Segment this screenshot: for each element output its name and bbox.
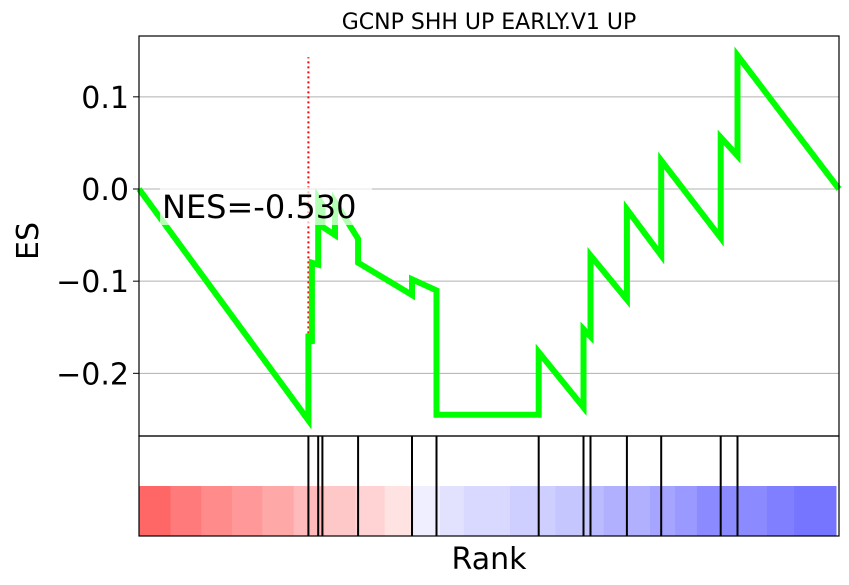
rank-color-band — [324, 486, 356, 536]
rank-color-bar — [139, 486, 837, 536]
chart-title: GCNP SHH UP EARLY.V1 UP — [342, 10, 637, 35]
rank-color-band — [794, 486, 837, 536]
nes-annotation: NES=-0.530 — [162, 188, 356, 226]
rank-color-band — [589, 486, 605, 536]
rank-color-band — [170, 486, 202, 536]
rank-color-band — [355, 486, 386, 536]
rank-color-band — [201, 486, 233, 536]
y-tick-label: 0.0 — [81, 173, 129, 208]
y-tick-label: −0.2 — [56, 357, 129, 392]
rank-panel-frame — [138, 435, 840, 537]
rank-color-band — [696, 486, 768, 536]
rank-color-band — [463, 486, 511, 536]
rank-color-band — [384, 486, 415, 536]
gene-hit-lines — [307, 436, 739, 536]
es-series-line — [136, 46, 842, 430]
es-plot-frame — [138, 35, 840, 437]
y-tick-label: −0.1 — [56, 265, 129, 300]
x-axis-label: Rank — [452, 542, 528, 577]
y-axis-label: ES — [11, 222, 46, 260]
y-axis-ticks: 0.1 0.0 −0.1 −0.2 — [56, 81, 139, 392]
rank-color-band — [650, 486, 676, 536]
rank-color-band — [675, 486, 698, 536]
rank-color-band — [440, 486, 465, 536]
nes-annotation-box — [160, 187, 372, 225]
rank-color-band — [262, 486, 295, 536]
rank-color-band — [232, 486, 263, 536]
rank-color-band — [139, 486, 171, 536]
y-tick-label: 0.1 — [81, 81, 129, 116]
rank-color-band — [510, 486, 556, 536]
rank-color-band — [766, 486, 795, 536]
